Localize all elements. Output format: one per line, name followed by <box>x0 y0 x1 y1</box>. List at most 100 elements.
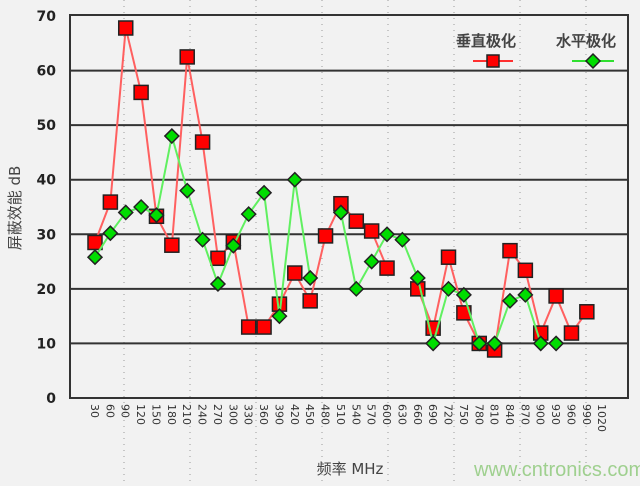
data-point-diamond <box>256 184 273 201</box>
data-point-square <box>87 234 103 251</box>
data-point-square <box>502 242 518 259</box>
y-axis-label: 屏蔽效能 dB <box>6 166 24 251</box>
x-tick-label: 690 <box>426 404 439 425</box>
x-tick-label: 810 <box>488 404 501 425</box>
data-point-square <box>240 319 257 335</box>
x-tick-label: 210 <box>180 404 193 425</box>
x-tick-label: 120 <box>134 404 147 425</box>
series-layer <box>86 20 595 358</box>
data-point-diamond <box>332 204 349 221</box>
data-point-diamond <box>409 269 426 287</box>
data-point-diamond <box>271 308 288 325</box>
y-tick-label: 10 <box>37 336 57 352</box>
y-tick-label: 40 <box>37 173 57 189</box>
data-point-square <box>133 84 149 101</box>
plot-frame <box>69 14 629 399</box>
x-tick-label: 390 <box>272 404 285 425</box>
data-point-diamond <box>486 335 503 352</box>
legend-label-vertical: 垂直极化 <box>456 32 516 50</box>
data-point-diamond <box>86 249 104 266</box>
data-point-square <box>548 288 564 304</box>
x-tick-label: 420 <box>288 404 301 425</box>
x-tick-label: 450 <box>303 404 316 425</box>
data-point-diamond <box>225 237 242 254</box>
x-tick-label: 90 <box>119 404 132 418</box>
data-point-diamond <box>532 335 549 352</box>
data-point-square <box>440 249 457 265</box>
x-tick-label: 720 <box>442 404 455 425</box>
series-horizontal <box>86 127 565 352</box>
x-tick-labels: 30 60 90 120 150 180 210 240 270 300 330 360 390 420 4… <box>88 404 608 432</box>
y-tick-label: 50 <box>37 118 57 134</box>
y-tick-label: 0 <box>46 391 56 407</box>
watermark: www.cntronics.com <box>473 459 640 481</box>
y-tick-label: 20 <box>37 282 57 298</box>
series-vertical <box>87 20 595 358</box>
x-tick-label: 510 <box>334 404 347 425</box>
y-tick-label: 60 <box>37 64 57 80</box>
x-tick-label: 270 <box>211 404 224 425</box>
data-point-diamond <box>163 127 180 145</box>
y-tick-labels: 0 10 20 30 40 50 60 70 <box>37 9 57 407</box>
data-point-square <box>348 213 365 229</box>
y-tick-label: 30 <box>37 227 57 243</box>
data-point-diamond <box>209 275 227 293</box>
legend: 垂直极化 水平极化 <box>456 32 616 70</box>
data-point-diamond <box>425 335 442 352</box>
data-point-square <box>302 293 318 309</box>
data-point-diamond <box>148 207 165 224</box>
x-tick-label: 300 <box>226 404 239 425</box>
data-point-square <box>194 134 211 150</box>
x-tick-label: 750 <box>457 404 470 425</box>
data-point-diamond <box>455 286 472 303</box>
data-point-square <box>456 305 472 321</box>
data-point-square <box>287 265 303 281</box>
x-tick-label: 180 <box>165 404 178 425</box>
legend-marker-square <box>486 54 500 68</box>
data-point-diamond <box>102 225 119 242</box>
data-point-diamond <box>501 292 519 309</box>
x-tick-label: 480 <box>319 404 332 425</box>
x-tick-label: 870 <box>518 404 531 425</box>
x-tick-label: 30 <box>88 404 101 418</box>
data-point-square <box>164 237 180 253</box>
x-tick-label: 990 <box>580 404 593 425</box>
data-point-diamond <box>302 269 319 287</box>
data-point-diamond <box>517 286 534 303</box>
data-point-diamond <box>548 335 565 352</box>
x-tick-label: 570 <box>365 404 378 425</box>
y-tick-label: 70 <box>37 9 57 25</box>
x-tick-label: 780 <box>472 404 485 425</box>
x-tick-label: 930 <box>549 404 562 425</box>
data-point-square <box>102 194 119 210</box>
data-point-diamond <box>394 231 411 248</box>
x-tick-label: 240 <box>196 404 209 425</box>
data-point-diamond <box>240 206 257 223</box>
data-point-diamond <box>348 280 365 297</box>
data-point-diamond <box>363 253 380 270</box>
x-axis-label: 频率 MHz <box>317 460 384 478</box>
data-point-square <box>517 262 534 279</box>
data-point-square <box>256 319 272 335</box>
x-tick-label: 960 <box>564 404 577 425</box>
data-point-diamond <box>133 198 150 216</box>
x-tick-label: 600 <box>380 404 393 425</box>
data-point-square <box>117 20 134 36</box>
data-point-square <box>579 304 595 320</box>
legend-label-horizontal: 水平极化 <box>556 32 616 50</box>
x-tick-label: 360 <box>257 404 270 425</box>
data-point-square <box>379 260 395 276</box>
data-point-diamond <box>471 335 488 352</box>
x-tick-label: 900 <box>534 404 547 425</box>
x-tick-label: 660 <box>411 404 424 425</box>
data-point-square <box>179 49 195 65</box>
data-point-diamond <box>378 226 396 243</box>
x-tick-label: 840 <box>503 404 516 425</box>
data-point-square <box>317 228 334 244</box>
data-point-square <box>363 223 380 239</box>
x-tick-label: 630 <box>395 404 408 425</box>
data-point-diamond <box>179 182 196 199</box>
data-point-diamond <box>440 280 457 297</box>
legend-marker-diamond <box>584 52 602 70</box>
